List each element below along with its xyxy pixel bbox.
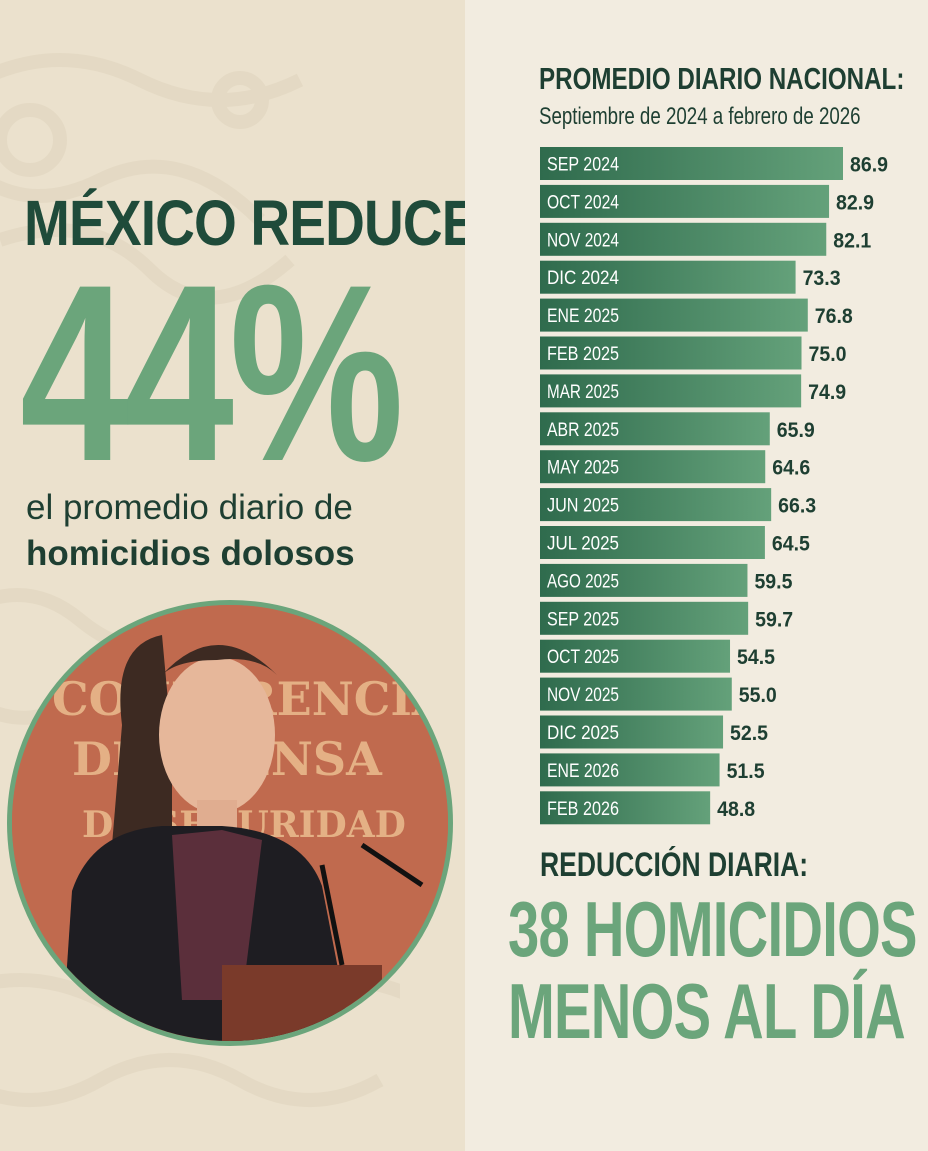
bar-category-label: NOV 2025	[547, 685, 619, 706]
reduction-label: REDUCCIÓN DIARIA:	[540, 846, 809, 884]
bar-category-label: FEB 2026	[547, 799, 619, 820]
bar-value-label: 54.5	[737, 646, 775, 669]
bar-sep-2025	[540, 601, 749, 635]
bar-ene-2026	[540, 753, 720, 787]
bar-value-label: 64.5	[772, 533, 810, 556]
bar-value-label: 82.9	[836, 191, 874, 214]
bar-value-label: 82.1	[833, 229, 871, 252]
speaker-photo: CONFERENCIA DE PRENSA DE SEGURIDAD	[7, 600, 453, 1046]
bar-value-label: 55.0	[739, 684, 777, 707]
bar-value-label: 66.3	[778, 495, 816, 518]
bar-oct-2025	[540, 639, 731, 673]
bar-category-label: MAY 2025	[547, 458, 619, 479]
bar-nov-2025	[540, 677, 732, 711]
bar-mar-2025	[540, 374, 802, 408]
bar-value-label: 86.9	[850, 154, 888, 177]
bar-value-label: 74.9	[808, 381, 846, 404]
bar-category-label: MAR 2025	[547, 382, 619, 403]
bar-category-label: DIC 2025	[547, 723, 619, 744]
bar-category-label: FEB 2025	[547, 344, 619, 365]
bar-value-label: 59.5	[754, 570, 792, 593]
bar-dic-2025	[540, 715, 724, 749]
subtitle-line1: el promedio diario de	[26, 488, 353, 527]
bar-category-label: JUN 2025	[547, 496, 619, 517]
bar-category-label: OCT 2024	[547, 192, 619, 213]
bar-value-label: 65.9	[777, 419, 815, 442]
bar-value-label: 76.8	[815, 305, 853, 328]
chart-title: PROMEDIO DIARIO NACIONAL:	[539, 61, 905, 96]
bar-category-label: ENE 2026	[547, 761, 619, 782]
bar-may-2025	[540, 450, 766, 484]
bar-jul-2025	[540, 526, 765, 559]
reduction-headline-line1: 38 HOMICIDIOS	[508, 885, 918, 973]
bar-value-label: 64.6	[772, 457, 810, 480]
bar-abr-2025	[540, 412, 770, 446]
bar-jun-2025	[540, 488, 772, 522]
bar-category-label: AGO 2025	[547, 571, 619, 592]
bar-category-label: JUL 2025	[547, 534, 619, 555]
bar-oct-2024	[540, 184, 830, 218]
headline: MÉXICO REDUCE	[24, 187, 465, 259]
bar-category-label: DIC 2024	[547, 268, 619, 289]
bar-value-label: 51.5	[727, 760, 765, 783]
bar-nov-2024	[540, 222, 827, 256]
bar-category-label: NOV 2024	[547, 230, 619, 251]
bar-sep-2024	[540, 147, 843, 180]
bar-category-label: OCT 2025	[547, 647, 619, 668]
reduction-headline-line2: MENOS AL DÍA	[508, 967, 906, 1055]
bar-value-label: 59.7	[755, 608, 793, 631]
bar-value-label: 52.5	[730, 722, 768, 745]
bar-ago-2025	[540, 563, 748, 597]
bar-dic-2024	[540, 260, 796, 294]
left-panel: MÉXICO REDUCE 44% el promedio diario de …	[0, 0, 465, 1151]
bar-feb-2026	[540, 791, 711, 825]
bar-category-label: SEP 2024	[547, 155, 619, 176]
chart-subtitle: Septiembre de 2024 a febrero de 2026	[539, 103, 861, 130]
bar-category-label: ABR 2025	[547, 420, 619, 441]
bar-category-label: SEP 2025	[547, 609, 619, 630]
bar-feb-2025	[540, 336, 802, 370]
bar-value-label: 48.8	[717, 798, 755, 821]
bar-value-label: 75.0	[809, 343, 847, 366]
bar-value-label: 73.3	[803, 267, 841, 290]
bar-ene-2025	[540, 298, 808, 332]
subtitle-line2: homicidios dolosos	[26, 534, 355, 573]
bar-category-label: ENE 2025	[547, 306, 619, 327]
big-percent: 44%	[20, 233, 404, 514]
